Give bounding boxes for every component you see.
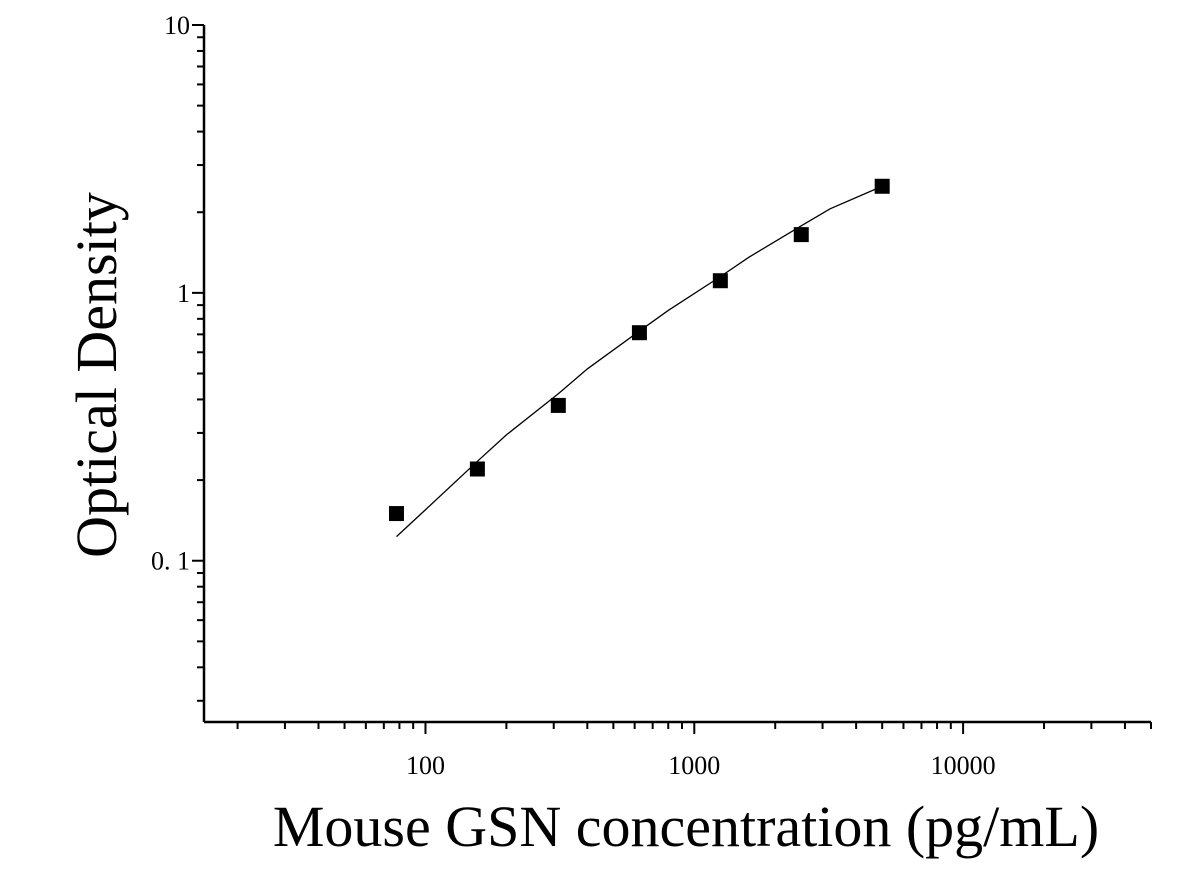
fit-curve-layer bbox=[396, 185, 883, 538]
data-point bbox=[874, 178, 890, 194]
y-tick-label: 0. 1 bbox=[151, 547, 190, 576]
data-point bbox=[793, 227, 809, 243]
data-point bbox=[469, 461, 485, 477]
data-points-layer bbox=[388, 178, 890, 522]
axes: 10 1 0. 1 100 1000 10000 bbox=[151, 11, 1152, 780]
x-tick-label: 10000 bbox=[931, 751, 996, 780]
data-point bbox=[388, 506, 404, 522]
y-axis-title: Optical Density bbox=[64, 192, 129, 558]
data-point bbox=[631, 325, 647, 341]
data-point bbox=[712, 273, 728, 289]
x-tick-label: 100 bbox=[406, 751, 445, 780]
x-axis-title: Mouse GSN concentration (pg/mL) bbox=[273, 794, 1099, 859]
data-point bbox=[550, 397, 566, 413]
x-tick-label: 1000 bbox=[668, 751, 720, 780]
fit-curve-line bbox=[396, 185, 883, 538]
y-tick-label: 1 bbox=[177, 279, 190, 308]
y-tick-label: 10 bbox=[164, 11, 190, 40]
